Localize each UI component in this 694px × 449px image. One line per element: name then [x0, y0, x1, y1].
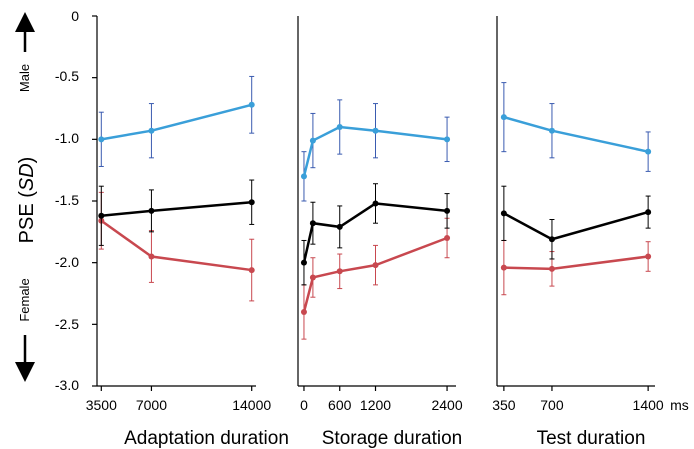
female-data-point: [500, 264, 507, 271]
mean-data-point: [248, 199, 255, 206]
male-series-line: [101, 103, 253, 141]
x-unit-label: ms: [670, 397, 689, 413]
x-axis-label: Adaptation duration: [124, 428, 289, 449]
female-data-point: [300, 309, 307, 315]
male-series-line: [503, 115, 649, 153]
male-data-point: [645, 148, 652, 155]
x-tick-label: 3500: [86, 397, 117, 413]
x-tick-label: 1400: [633, 397, 664, 413]
x-tick-label: 350: [492, 397, 516, 413]
female-data-point: [248, 267, 255, 274]
female-data-point: [548, 265, 555, 272]
female-data-point: [444, 235, 451, 241]
female-series-line: [100, 219, 252, 272]
x-tick-label: 14000: [232, 397, 271, 413]
mean-data-point: [148, 207, 155, 214]
male-data-point: [98, 136, 105, 143]
mean-data-point: [336, 223, 343, 230]
male-data-point: [148, 127, 155, 134]
mean-data-point: [300, 259, 307, 266]
female-data-point: [645, 253, 652, 260]
y-axis-label: PSE (SD): [16, 157, 38, 244]
male-data-point: [500, 114, 507, 121]
y-tick-label: -1.5: [55, 192, 79, 208]
female-direction-label: Female: [17, 278, 32, 321]
mean-data-point: [500, 210, 507, 217]
mean-series-line: [101, 200, 252, 218]
y-tick-label: -2.0: [55, 254, 79, 270]
panel-test-duration: 350 700 1400 ms Test duration: [492, 16, 689, 449]
y-tick-label: -0.5: [55, 68, 79, 84]
mean-data-point: [309, 220, 316, 227]
mean-data-point: [98, 212, 105, 219]
female-data-point: [372, 262, 379, 269]
x-tick-label: 0: [300, 397, 308, 413]
male-data-point: [300, 173, 307, 180]
mean-data-point: [645, 209, 652, 216]
panel-adaptation-duration: 3500 7000 14000 Adaptation duration: [86, 15, 289, 449]
x-tick-label: 700: [540, 397, 564, 413]
male-data-point: [548, 127, 555, 134]
mean-series-line: [503, 210, 649, 241]
x-tick-label: 1200: [360, 397, 391, 413]
female-data-point: [336, 268, 343, 275]
y-tick-label: -3.0: [55, 377, 79, 393]
mean-data-point: [372, 200, 379, 207]
x-axis-label: Storage duration: [322, 428, 463, 449]
male-data-point: [248, 101, 255, 108]
y-tick-label: 0: [71, 8, 79, 24]
panel-storage-duration: 0 600 1200 2400 Storage duration: [297, 16, 463, 449]
x-axis-label: Test duration: [537, 428, 646, 449]
female-data-point: [309, 274, 316, 281]
female-series-line: [503, 255, 649, 271]
y-tick-label: -2.5: [55, 316, 79, 332]
x-tick-label: 2400: [431, 397, 462, 413]
x-tick-label: 600: [328, 397, 352, 413]
male-data-point: [444, 136, 451, 143]
x-tick-label: 7000: [136, 397, 167, 413]
male-direction-label: Male: [17, 64, 32, 92]
y-tick-label: -1.0: [55, 130, 79, 146]
male-data-point: [372, 127, 379, 134]
male-data-point: [336, 124, 343, 130]
female-data-point: [148, 253, 155, 260]
mean-data-point: [444, 207, 451, 214]
mean-data-point: [548, 236, 555, 243]
male-data-point: [309, 137, 316, 144]
